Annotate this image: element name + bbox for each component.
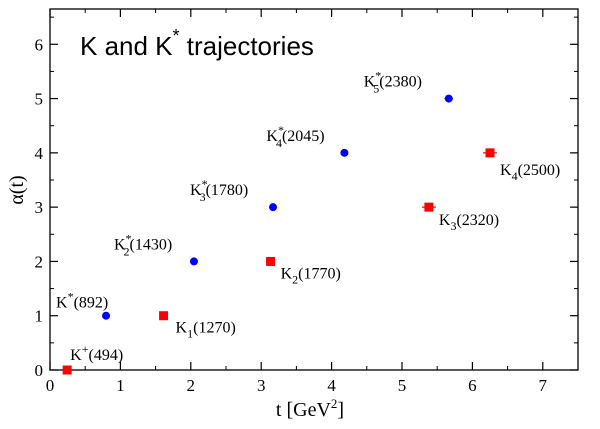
point-label-mass: (1780) bbox=[206, 182, 249, 199]
y-axis-label: α(t) bbox=[6, 175, 28, 204]
x-tick-label: 5 bbox=[398, 376, 407, 395]
data-point-square bbox=[62, 365, 72, 375]
data-point-circle bbox=[444, 94, 453, 103]
point-label: K*(892) bbox=[56, 290, 108, 312]
point-label: K2(1770) bbox=[281, 265, 341, 286]
chart-title-main: K and K bbox=[80, 31, 173, 61]
x-tick-label: 3 bbox=[257, 376, 266, 395]
point-label-sub: 3 bbox=[450, 219, 456, 233]
point-label: K* 2(1430) bbox=[114, 231, 172, 258]
x-tick-label: 1 bbox=[116, 376, 125, 395]
x-axis-label-main: t [GeV bbox=[276, 399, 332, 421]
point-label: K* 5(2380) bbox=[364, 69, 422, 96]
x-axis-label: t [GeV2] bbox=[276, 396, 344, 421]
data-point-square bbox=[159, 311, 169, 321]
x-tick-label: 0 bbox=[46, 376, 55, 395]
x-tick-label: 6 bbox=[468, 376, 477, 395]
point-label-mass: (1770) bbox=[298, 265, 341, 282]
point-label-name: K bbox=[439, 212, 451, 229]
plot-frame bbox=[49, 8, 579, 371]
point-labels: K*(892)K* 2(1430)K* 3(1780)K* 4(2045)K* 5(23… bbox=[56, 69, 560, 364]
point-label-name: K bbox=[500, 162, 512, 179]
point-label-name: K bbox=[281, 265, 293, 282]
point-label-mass: (2380) bbox=[379, 74, 422, 91]
point-label-mass: (1430) bbox=[130, 236, 173, 253]
chart-title: K and K* trajectories bbox=[80, 26, 314, 61]
y-tick-label: 0 bbox=[35, 361, 44, 380]
data-points bbox=[62, 94, 498, 375]
y-tick-label: 5 bbox=[35, 90, 44, 109]
point-label-sup: * bbox=[126, 231, 132, 245]
x-tick-label: 2 bbox=[187, 376, 196, 395]
point-label-sub: 1 bbox=[187, 327, 193, 341]
point-label-mass: (1270) bbox=[193, 320, 236, 337]
point-label-name: K bbox=[266, 128, 278, 145]
point-label-name: K bbox=[70, 347, 82, 364]
x-axis-label-sup: 2 bbox=[331, 396, 338, 411]
x-tick-label: 7 bbox=[539, 376, 548, 395]
point-label: K1(1270) bbox=[176, 320, 236, 341]
point-label-sup: * bbox=[68, 290, 74, 304]
point-label: K4(2500) bbox=[500, 162, 560, 183]
data-point-square bbox=[424, 202, 434, 212]
point-label-name: K bbox=[56, 295, 68, 312]
y-tick-label: 3 bbox=[35, 198, 44, 217]
point-label-name: K bbox=[114, 236, 126, 253]
y-tick-label: 4 bbox=[35, 144, 44, 163]
y-tick-label: 1 bbox=[35, 307, 44, 326]
point-label-sup: * bbox=[375, 69, 381, 83]
point-label-sub: 4 bbox=[276, 136, 282, 150]
point-label-sub: 4 bbox=[512, 169, 518, 183]
data-point-circle bbox=[269, 203, 278, 212]
point-label-mass: (2500) bbox=[518, 162, 561, 179]
point-label: K3(2320) bbox=[439, 212, 499, 233]
point-label-sub: 5 bbox=[373, 82, 379, 96]
point-label-mass: (892) bbox=[74, 295, 109, 312]
point-label-sup: * bbox=[202, 177, 208, 191]
point-label: K* 4(2045) bbox=[266, 123, 324, 150]
data-point-square bbox=[485, 148, 495, 158]
point-label-mass: (494) bbox=[89, 347, 124, 364]
x-tick-label: 4 bbox=[327, 376, 336, 395]
chart-title-rest: trajectories bbox=[180, 31, 314, 61]
point-label-name: K bbox=[176, 320, 188, 337]
y-axis-ticks: 0 1 2 3 4 5 6 bbox=[35, 16, 578, 380]
point-label-sub: 3 bbox=[200, 190, 206, 204]
point-label: K+(494) bbox=[70, 342, 123, 364]
y-tick-label: 2 bbox=[35, 252, 44, 271]
point-label-name: K bbox=[364, 74, 376, 91]
point-label-sub: 2 bbox=[124, 244, 130, 258]
data-point-square bbox=[266, 256, 276, 266]
point-label-mass: (2045) bbox=[282, 128, 325, 145]
y-tick-label: 6 bbox=[35, 35, 44, 54]
point-label: K* 3(1780) bbox=[190, 177, 248, 204]
data-point-circle bbox=[102, 311, 111, 320]
data-point-circle bbox=[340, 148, 349, 157]
point-label-sup: * bbox=[278, 123, 284, 137]
x-axis-ticks: 0 1 2 3 4 5 6 7 bbox=[46, 9, 548, 395]
point-label-mass: (2320) bbox=[456, 212, 499, 229]
point-label-sup: + bbox=[82, 342, 89, 356]
data-point-circle bbox=[189, 257, 198, 266]
chart-title-sup: * bbox=[173, 26, 180, 46]
point-label-sub: 2 bbox=[292, 272, 298, 286]
point-label-name: K bbox=[190, 182, 202, 199]
x-axis-label-rest: ] bbox=[337, 399, 344, 421]
